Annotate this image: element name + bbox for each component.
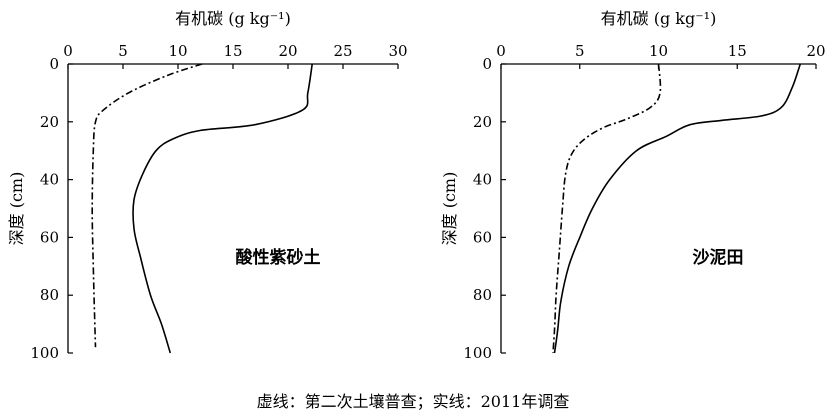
series-line-dashdot — [91, 63, 203, 348]
y-tick-label: 40 — [40, 171, 59, 189]
x-tick-label: 5 — [575, 42, 585, 60]
x-tick-label: 15 — [223, 42, 242, 60]
y-tick-label: 20 — [40, 113, 59, 131]
soil-type-label: 酸性紫砂土 — [236, 247, 321, 268]
panel-left: 0 5 10 15 20 25 30 0 20 40 60 80 100 有机碳 (g kg⁻¹) 深度 (… — [7, 9, 408, 362]
x-tick-label: 0 — [496, 42, 506, 60]
x-tick-label: 15 — [728, 42, 747, 60]
y-tick-label: 60 — [473, 228, 492, 246]
y-tick-label: 40 — [473, 171, 492, 189]
series-line-solid — [132, 63, 313, 354]
y-tick-label: 0 — [49, 55, 59, 73]
y-tick-label: 80 — [473, 286, 492, 304]
y-tick-label: 20 — [473, 113, 492, 131]
y-tick-label: 80 — [40, 286, 59, 304]
series-line-dashdot — [552, 63, 662, 354]
figure-caption: 虚线：第二次土壤普查；实线：2011年调查 — [257, 392, 570, 411]
soil-type-label: 沙泥田 — [693, 247, 744, 268]
y-axis-title: 深度 (cm) — [7, 172, 26, 246]
x-tick-label: 30 — [388, 42, 407, 60]
x-tick-label: 10 — [649, 42, 668, 60]
y-tick-label: 100 — [30, 344, 59, 362]
x-tick-label: 20 — [278, 42, 297, 60]
y-tick-label: 0 — [482, 55, 492, 73]
x-tick-label: 20 — [806, 42, 825, 60]
x-tick-label: 10 — [168, 42, 187, 60]
y-tick-label: 60 — [40, 228, 59, 246]
x-tick-label: 0 — [63, 42, 73, 60]
y-tick-label: 100 — [463, 344, 492, 362]
series-line-solid — [553, 63, 802, 354]
x-tick-label: 5 — [118, 42, 128, 60]
x-tick-label: 25 — [333, 42, 352, 60]
y-axis-title: 深度 (cm) — [440, 172, 459, 246]
x-axis-title: 有机碳 (g kg⁻¹) — [175, 9, 291, 28]
panel-right: 0 5 10 15 20 0 20 40 60 80 100 有机碳 (g kg⁻¹) 深度 (cm) 沙… — [440, 9, 826, 362]
x-axis-title: 有机碳 (g kg⁻¹) — [601, 9, 717, 28]
